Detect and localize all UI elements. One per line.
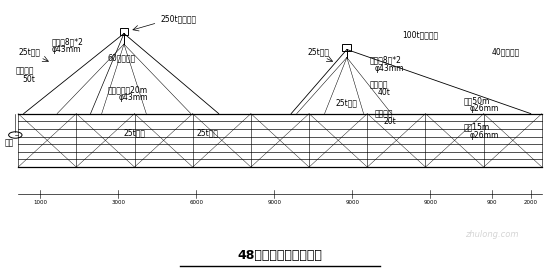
Bar — [119, 28, 128, 35]
Text: 40吨铁扁担: 40吨铁扁担 — [492, 48, 520, 57]
Text: 长度50m: 长度50m — [464, 96, 490, 105]
Text: 48米钢筋笼起吊示意图: 48米钢筋笼起吊示意图 — [237, 249, 323, 262]
Text: 25t卸扣: 25t卸扣 — [197, 128, 218, 137]
Text: 50t: 50t — [22, 75, 35, 83]
Text: 单门滑车: 单门滑车 — [15, 66, 34, 76]
Text: 1000: 1000 — [34, 201, 48, 205]
Text: 9000: 9000 — [423, 201, 437, 205]
Text: 25t卸扣: 25t卸扣 — [336, 99, 358, 108]
Bar — [342, 44, 351, 51]
Text: φ26mm: φ26mm — [469, 104, 499, 113]
Text: 钢丝绳长度20m: 钢丝绳长度20m — [108, 85, 147, 94]
Text: 吊环: 吊环 — [5, 139, 15, 148]
Text: 900: 900 — [487, 201, 497, 205]
Text: 250t吊机主钩: 250t吊机主钩 — [160, 14, 197, 23]
Text: φ43mm: φ43mm — [375, 64, 404, 73]
Text: 单门滑车: 单门滑车 — [375, 109, 393, 118]
Text: 6000: 6000 — [189, 201, 203, 205]
Text: 100t吊机副吊: 100t吊机副吊 — [403, 31, 438, 39]
Text: zhulong.com: zhulong.com — [465, 230, 519, 238]
Text: 9000: 9000 — [268, 201, 282, 205]
Text: 20t: 20t — [383, 117, 396, 126]
Text: 2000: 2000 — [524, 201, 538, 205]
Text: 25t卸扣: 25t卸扣 — [308, 48, 330, 57]
Text: 钢丝绳8米*2: 钢丝绳8米*2 — [52, 37, 83, 46]
Text: 40t: 40t — [377, 88, 390, 97]
Text: 60吨铁扁担: 60吨铁扁担 — [108, 53, 136, 62]
Text: φ43mm: φ43mm — [52, 45, 81, 54]
Text: 两门滑车: 两门滑车 — [369, 80, 388, 89]
Text: φ26mm: φ26mm — [469, 131, 499, 140]
Text: 钢丝绳8米*2: 钢丝绳8米*2 — [369, 56, 401, 65]
Text: 25t卸扣: 25t卸扣 — [124, 128, 146, 137]
Text: 长度15m: 长度15m — [464, 123, 490, 132]
Text: 25t卸扣: 25t卸扣 — [18, 48, 40, 57]
Text: 3000: 3000 — [111, 201, 125, 205]
Text: φ43mm: φ43mm — [118, 93, 148, 102]
Text: 9000: 9000 — [346, 201, 360, 205]
